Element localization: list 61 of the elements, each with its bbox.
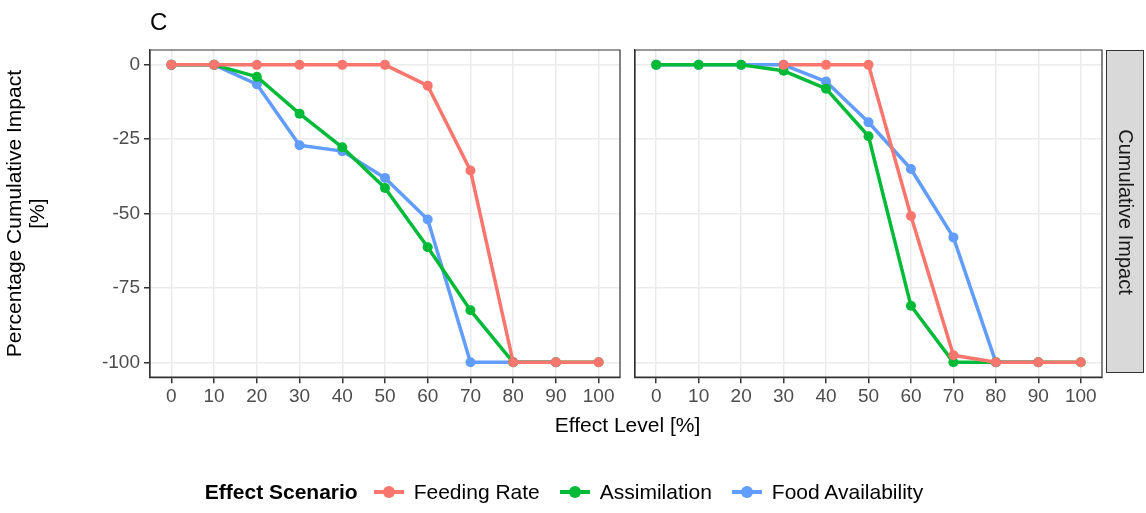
point xyxy=(380,183,390,194)
point xyxy=(863,131,874,142)
x-tick-label: 10 xyxy=(688,384,710,406)
y-tick-label: 0 xyxy=(129,53,140,75)
point xyxy=(422,214,433,225)
x-tick-label: 70 xyxy=(459,384,482,406)
point xyxy=(380,59,390,70)
point xyxy=(948,350,959,361)
x-tick-label: 90 xyxy=(545,384,567,406)
x-tick-label: 40 xyxy=(815,384,837,406)
point xyxy=(337,59,348,70)
x-tick-label: 20 xyxy=(730,384,752,406)
legend-label: Feeding Rate xyxy=(413,480,540,504)
x-tick-label: 0 xyxy=(166,384,177,406)
point xyxy=(294,59,305,70)
point xyxy=(821,83,832,94)
point xyxy=(905,210,916,221)
legend-title: Effect Scenario xyxy=(204,480,358,504)
point xyxy=(465,357,476,368)
legend-label: Food Availability xyxy=(771,480,924,504)
point xyxy=(948,232,959,243)
point xyxy=(465,305,476,316)
y-tick-label: -50 xyxy=(112,201,140,223)
x-tick-label: 20 xyxy=(246,384,268,406)
x-tick-label: 40 xyxy=(331,384,353,406)
x-tick-label: 60 xyxy=(417,384,439,406)
x-tick-label: 30 xyxy=(773,384,795,406)
x-tick-label: 100 xyxy=(1064,384,1097,406)
x-tick-label: 90 xyxy=(1027,384,1049,406)
y-tick-label: -25 xyxy=(112,127,140,149)
point xyxy=(294,108,305,119)
x-tick-label: 70 xyxy=(942,384,964,406)
x-tick-label: 100 xyxy=(582,384,615,406)
point xyxy=(863,59,874,70)
point xyxy=(905,300,916,311)
y-tick-label: -75 xyxy=(112,276,140,298)
point xyxy=(863,117,874,128)
point xyxy=(380,172,390,183)
x-tick-label: 60 xyxy=(900,384,922,406)
legend-label: Assimilation xyxy=(599,480,712,504)
x-tick-label: 10 xyxy=(203,384,225,406)
y-tick-label: -100 xyxy=(101,350,140,372)
point xyxy=(821,59,832,70)
point xyxy=(294,140,305,151)
x-tick-label: 50 xyxy=(857,384,880,406)
y-axis-title: Percentage Cumulative Impact [%] xyxy=(2,69,49,358)
x-tick-label: 80 xyxy=(985,384,1007,406)
point xyxy=(422,242,433,253)
point xyxy=(251,71,262,82)
point xyxy=(251,59,262,70)
x-tick-label: 50 xyxy=(374,384,396,406)
x-tick-label: 0 xyxy=(650,384,662,406)
point xyxy=(465,165,476,176)
x-axis-title: Effect Level [%] xyxy=(553,413,702,437)
point xyxy=(422,80,433,91)
chart-title: C xyxy=(150,8,168,36)
text: Cumulative Impact xyxy=(1113,128,1137,295)
point xyxy=(337,142,348,153)
x-tick-label: 30 xyxy=(288,384,311,406)
x-tick-label: 80 xyxy=(502,384,524,406)
point xyxy=(905,163,916,174)
